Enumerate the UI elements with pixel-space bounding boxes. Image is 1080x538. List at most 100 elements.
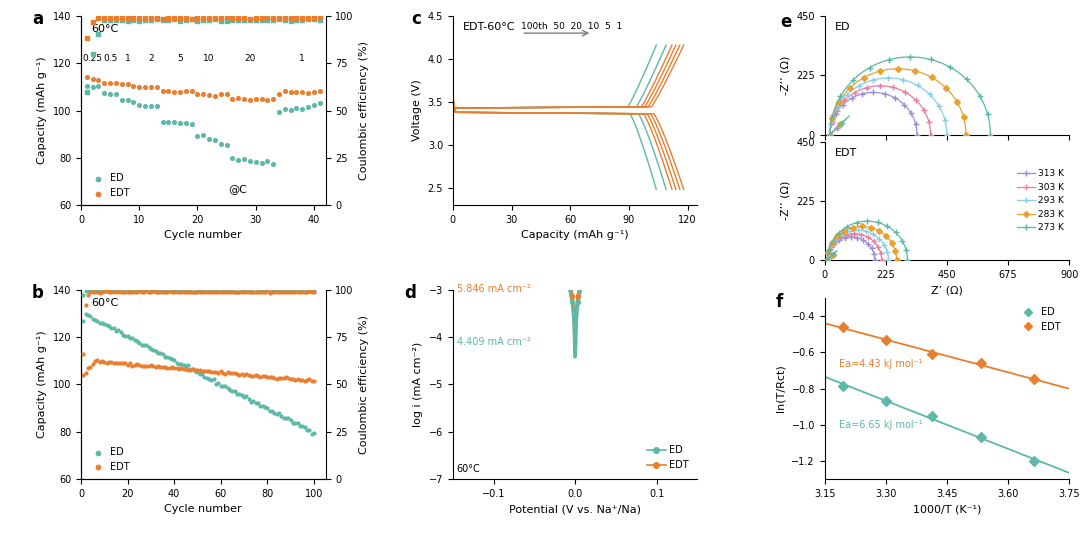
Point — [270, 374, 287, 383]
Point — [189, 14, 206, 23]
Point — [131, 13, 148, 22]
Point — [240, 287, 257, 295]
Point — [453, 200, 470, 208]
Point — [241, 15, 258, 23]
Point — [148, 101, 165, 110]
Point — [163, 287, 180, 295]
Point — [273, 287, 291, 296]
Point — [102, 13, 119, 22]
Point — [212, 13, 229, 22]
Point — [210, 288, 227, 296]
283 K — [950, 99, 963, 105]
Point — [205, 375, 222, 384]
Point — [286, 376, 303, 384]
Point — [834, 381, 851, 390]
Point — [212, 381, 229, 390]
Point — [177, 14, 194, 23]
Point — [610, 233, 627, 242]
273 K — [827, 110, 840, 116]
Point — [669, 210, 686, 219]
X-axis label: Capacity (mAh g⁻¹): Capacity (mAh g⁻¹) — [522, 230, 629, 240]
Point — [218, 13, 235, 22]
Point — [669, 205, 686, 214]
Point — [93, 288, 110, 296]
Point — [242, 372, 259, 380]
Point — [564, 292, 581, 301]
Point — [306, 101, 323, 109]
Point — [75, 316, 92, 325]
Point — [282, 287, 299, 296]
Point — [90, 30, 107, 38]
Point — [275, 414, 293, 422]
Point — [160, 118, 177, 126]
Line: 283 K: 283 K — [828, 67, 968, 137]
Point — [627, 224, 645, 232]
Point — [229, 287, 246, 296]
Point — [523, 239, 540, 248]
Point — [453, 206, 470, 214]
Point — [193, 287, 211, 296]
Point — [129, 287, 146, 295]
Point — [210, 287, 227, 296]
Point — [149, 362, 166, 370]
Point — [165, 118, 183, 126]
Point — [177, 118, 194, 127]
Point — [189, 131, 206, 140]
Point — [179, 365, 197, 374]
303 K — [918, 107, 931, 114]
Point — [117, 358, 134, 367]
Point — [923, 412, 941, 421]
Point — [259, 96, 276, 104]
Point — [183, 15, 200, 24]
Point — [240, 394, 257, 403]
Point — [282, 416, 299, 424]
Point — [203, 376, 220, 384]
Point — [265, 14, 282, 23]
273 K — [859, 67, 872, 73]
Point — [181, 365, 199, 374]
Point — [153, 287, 171, 295]
Point — [300, 287, 318, 295]
Point — [110, 287, 127, 296]
Point — [89, 356, 106, 365]
Point — [219, 384, 237, 393]
Point — [205, 288, 222, 296]
Point — [253, 159, 270, 167]
Point — [77, 369, 94, 377]
Point — [191, 287, 208, 295]
Point — [119, 13, 136, 22]
Point — [179, 288, 197, 296]
Point — [288, 103, 306, 112]
Point — [206, 136, 224, 145]
303 K — [846, 91, 859, 97]
Point — [159, 352, 176, 361]
Point — [273, 374, 291, 383]
Point — [505, 224, 523, 232]
283 K — [892, 66, 905, 72]
Point — [84, 288, 102, 296]
Point — [157, 363, 174, 371]
Point — [299, 13, 316, 22]
Point — [212, 16, 229, 25]
Point — [230, 13, 247, 22]
Point — [172, 14, 189, 23]
Point — [256, 403, 273, 412]
Point — [102, 90, 119, 98]
293 K — [882, 75, 895, 81]
Point — [306, 287, 323, 295]
Point — [165, 88, 183, 97]
Point — [259, 287, 276, 296]
Point — [112, 328, 130, 337]
Point — [266, 408, 283, 417]
Point — [238, 392, 255, 401]
Point — [245, 288, 262, 296]
Point — [110, 359, 127, 367]
313 K — [905, 111, 918, 117]
Point — [107, 90, 124, 98]
Point — [528, 243, 545, 252]
Point — [148, 82, 165, 91]
Point — [201, 367, 218, 376]
Point — [552, 259, 569, 267]
Point — [171, 288, 188, 296]
Point — [107, 287, 124, 295]
